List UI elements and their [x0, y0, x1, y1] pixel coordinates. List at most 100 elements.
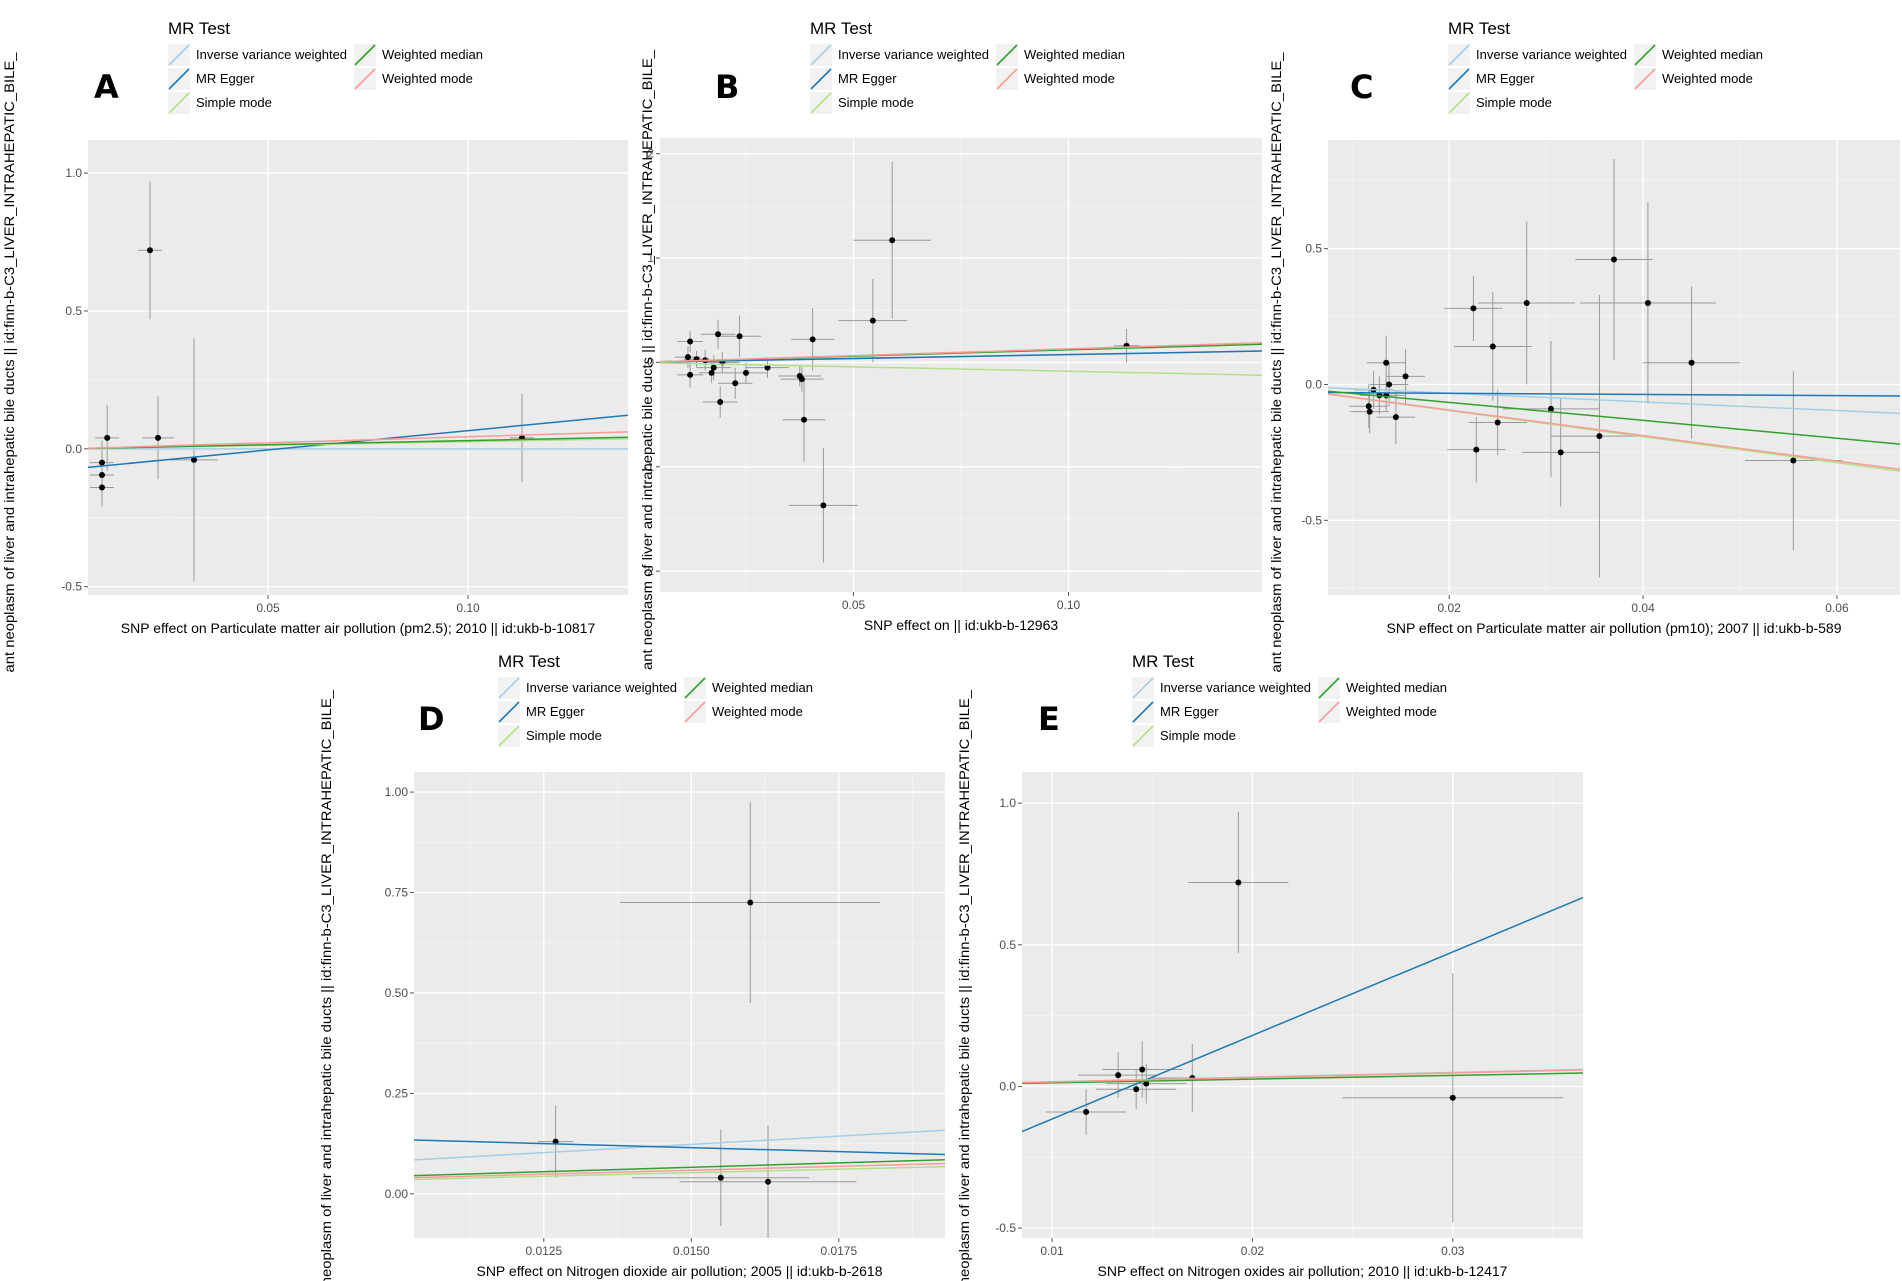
snp-point: [1402, 373, 1409, 380]
legend-key-line-wmode: [1634, 68, 1656, 90]
snp-point: [820, 502, 827, 509]
snp-point: [687, 371, 694, 378]
legend-label-simple: Simple mode: [1476, 95, 1552, 110]
legend: MR Test Inverse variance weighted MR Egger…: [498, 652, 813, 747]
legend-label-egger: MR Egger: [838, 71, 897, 86]
legend-title: MR Test: [168, 19, 230, 38]
plot-background: [88, 140, 628, 595]
x-axis-title: SNP effect on Nitrogen dioxide air pollu…: [476, 1263, 882, 1279]
line-egger: [1022, 896, 1583, 1133]
snp-point: [1083, 1108, 1090, 1115]
legend-key-line-wmedian: [354, 44, 376, 66]
y-tick-label: 0.50: [385, 986, 409, 1000]
legend-label-wmedian: Weighted median: [1346, 680, 1447, 695]
y-tick-label: -0.5: [995, 1221, 1016, 1235]
x-tick-label: 0.05: [842, 598, 866, 612]
legend: MR Test Inverse variance weighted MR Egger…: [810, 19, 1125, 114]
legend-label-egger: MR Egger: [1160, 704, 1219, 719]
snp-point: [1644, 299, 1651, 306]
y-tick-label: 1.0: [65, 166, 82, 180]
legend-key-line-egger: [498, 701, 520, 723]
legend-key-line-ivw: [498, 677, 520, 699]
legend-label-wmode: Weighted mode: [712, 704, 803, 719]
x-tick-label: 0.06: [1825, 601, 1849, 615]
line-egger: [414, 1139, 945, 1156]
legend-label-wmode: Weighted mode: [382, 71, 473, 86]
legend: MR Test Inverse variance weighted MR Egger…: [1448, 19, 1763, 114]
y-tick-label: -0.5: [61, 580, 82, 594]
legend-label-wmedian: Weighted median: [1662, 47, 1763, 62]
line-wmode: [414, 1162, 945, 1179]
legend-label-wmode: Weighted mode: [1346, 704, 1437, 719]
snp-points: [1046, 811, 1563, 1223]
gridlines: [1022, 772, 1583, 1238]
legend-key-line-wmedian: [684, 677, 706, 699]
legend-label-simple: Simple mode: [1160, 728, 1236, 743]
legend-label-wmode: Weighted mode: [1662, 71, 1753, 86]
line-simple: [660, 362, 1262, 377]
snp-point: [1386, 381, 1393, 388]
y-tick-label: 0.0: [999, 1079, 1016, 1093]
mr-lines: [88, 414, 628, 469]
snp-point: [798, 376, 805, 383]
legend-label-simple: Simple mode: [526, 728, 602, 743]
y-tick-label: 0.0: [1305, 377, 1322, 391]
panel-letter: B: [715, 68, 739, 106]
line-wmode: [88, 431, 628, 449]
panel-letter: A: [94, 68, 119, 106]
panel-a: 0.05 0.10 -0.5 0.0 0.5 1.0 SNP effect on Parti…: [1, 19, 628, 673]
panel-e: 0.01 0.02 0.03 -0.5 0.0 0.5 1.0 SNP effect on N…: [956, 652, 1583, 1281]
legend-label-ivw: Inverse variance weighted: [526, 680, 677, 695]
x-tick-label: 0.01: [1040, 1244, 1064, 1258]
panel-c: 0.02 0.04 0.06 -0.5 0.0 0.5 SNP effect on Part…: [1268, 19, 1900, 673]
legend-key-line-egger: [1132, 701, 1154, 723]
snp-point: [99, 472, 105, 479]
snp-points: [537, 802, 881, 1238]
snp-point: [715, 331, 722, 338]
snp-point: [743, 369, 749, 376]
y-tick-label: 1.00: [385, 785, 409, 799]
snp-point: [155, 434, 161, 441]
snp-point: [1235, 879, 1242, 886]
snp-point: [717, 1174, 724, 1181]
legend-key-line-egger: [810, 68, 832, 90]
x-axis-title: SNP effect on Particulate matter air pol…: [1387, 620, 1842, 636]
snp-point: [732, 380, 739, 387]
x-tick-label: 0.0175: [820, 1244, 857, 1258]
y-tick-label: 0: [647, 355, 654, 369]
y-axis-title: ant neoplasm of liver and intrahepatic b…: [1268, 52, 1284, 672]
y-tick-label: 1.0: [999, 796, 1016, 810]
snp-point: [717, 399, 724, 406]
legend-key-line-ivw: [1448, 44, 1470, 66]
legend-key-line-ivw: [1132, 677, 1154, 699]
line-wmode: [1328, 393, 1900, 471]
y-tick-label: 1: [647, 251, 654, 265]
legend-key-line-simple: [1132, 725, 1154, 747]
snp-point: [1366, 408, 1373, 415]
snp-point: [1392, 414, 1399, 421]
line-wmedian: [1328, 390, 1900, 445]
legend-label-simple: Simple mode: [196, 95, 272, 110]
snp-point: [1547, 405, 1554, 412]
legend-title: MR Test: [1132, 652, 1194, 671]
x-axis-title: SNP effect on || id:ukb-b-12963: [864, 617, 1059, 633]
snp-point: [1596, 433, 1603, 440]
panel-d: 0.0125 0.0150 0.0175 0.00 0.25 0.50 0.75 1.00 SN…: [318, 652, 945, 1281]
legend-key-line-wmedian: [996, 44, 1018, 66]
snp-point: [708, 369, 715, 376]
legend-label-wmedian: Weighted median: [712, 680, 813, 695]
line-egger: [1328, 391, 1900, 397]
snp-point: [1611, 256, 1617, 263]
snp-point: [747, 899, 754, 906]
mr-lines: [414, 1129, 945, 1181]
legend-label-ivw: Inverse variance weighted: [838, 47, 989, 62]
y-tick-label: 0.75: [385, 886, 409, 900]
snp-point: [1143, 1080, 1150, 1087]
panel-letter: E: [1038, 700, 1060, 738]
legend-label-wmode: Weighted mode: [1024, 71, 1115, 86]
y-tick-label: 0.25: [385, 1086, 409, 1100]
snp-point: [687, 338, 694, 345]
snp-point: [1139, 1066, 1146, 1073]
line-wmedian: [414, 1158, 945, 1177]
y-tick-label: 0.00: [385, 1187, 409, 1201]
